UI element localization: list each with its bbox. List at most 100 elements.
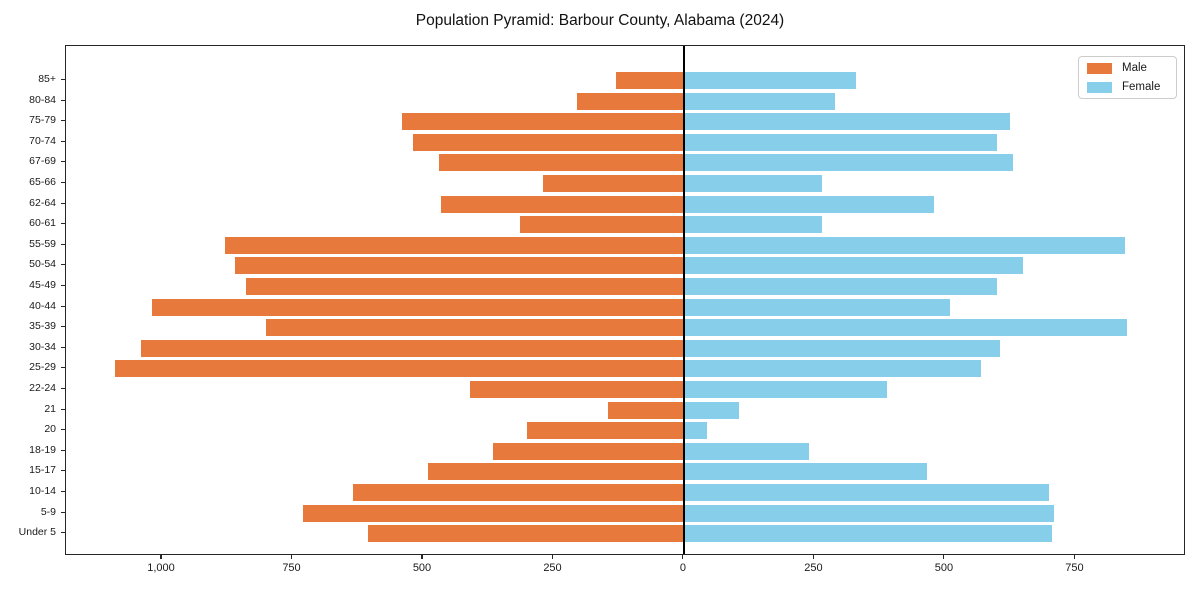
male-bar-22-24 [470, 381, 684, 398]
female-bar-75-79 [683, 113, 1011, 131]
y-tick-label-22-24: 22-24 [29, 382, 56, 394]
y-tick-mark [61, 99, 65, 101]
male-bar-30-34 [141, 339, 684, 357]
x-tick-label-750: 750 [1065, 562, 1084, 574]
male-swatch [1087, 62, 1112, 74]
male-bar-40-44 [151, 298, 684, 316]
y-tick-mark [61, 449, 65, 451]
y-tick-label-10-14: 10-14 [29, 485, 56, 497]
female-bar-35-39 [683, 319, 1128, 337]
female-bar-18-19 [683, 442, 810, 460]
female-bar-20 [683, 422, 708, 440]
y-tick-mark [61, 470, 65, 472]
female-bar-45-49 [683, 278, 997, 295]
y-tick-label-45-49: 45-49 [29, 279, 56, 291]
y-tick-label-18-19: 18-19 [29, 443, 56, 456]
male-bar-80-84 [576, 92, 684, 110]
male-legend-label: Male [1122, 62, 1147, 74]
male-bar-60-61 [519, 216, 684, 234]
x-tick-label-750: 750 [282, 562, 301, 574]
y-tick-mark [61, 367, 65, 369]
y-tick-label-30-34: 30-34 [29, 340, 56, 353]
male-bar-75-79 [402, 113, 684, 131]
y-tick-label-65-66: 65-66 [29, 176, 56, 188]
y-tick-label-70-74: 70-74 [29, 134, 56, 147]
female-bar-10-14 [683, 484, 1050, 501]
female-bar-21 [683, 401, 739, 419]
male-bar-25-29 [115, 360, 684, 378]
y-tick-label-21: 21 [44, 402, 56, 415]
y-tick-mark [61, 490, 65, 493]
x-tick-mark [160, 555, 162, 559]
y-tick-mark [61, 346, 65, 348]
y-tick-label-40-44: 40-44 [29, 299, 56, 312]
male-bar-Under 5 [368, 525, 684, 543]
y-tick-label-15-17: 15-17 [29, 464, 56, 477]
y-tick-mark [61, 78, 65, 81]
y-tick-mark [61, 532, 65, 534]
legend: Male Female [1078, 56, 1177, 99]
legend-entry-male: Male [1087, 62, 1166, 74]
male-bar-35-39 [266, 319, 684, 337]
y-tick-mark [61, 284, 65, 287]
male-bar-5-9 [302, 504, 684, 522]
female-bar-67-69 [683, 154, 1013, 172]
male-bar-85+ [616, 72, 684, 89]
female-bar-50-54 [683, 257, 1024, 275]
male-bar-70-74 [412, 133, 684, 151]
y-tick-mark [61, 202, 65, 204]
x-tick-mark [943, 555, 945, 559]
female-bar-5-9 [683, 504, 1055, 522]
female-bar-Under 5 [683, 525, 1052, 543]
x-tick-mark [551, 555, 554, 559]
female-bar-15-17 [683, 463, 927, 481]
y-tick-mark [61, 140, 65, 142]
male-bar-21 [608, 401, 684, 419]
male-bar-10-14 [352, 484, 684, 501]
x-tick-mark [421, 555, 423, 559]
y-tick-label-62-64: 62-64 [29, 196, 56, 209]
male-bar-65-66 [543, 175, 684, 192]
y-tick-label-85+: 85+ [38, 73, 56, 85]
y-tick-label-50-54: 50-54 [29, 258, 56, 271]
x-tick-label-500: 500 [412, 562, 432, 574]
plot-area: Male Female [65, 45, 1185, 555]
x-tick-label-250: 250 [543, 562, 562, 574]
male-bar-55-59 [224, 236, 684, 254]
female-bar-65-66 [683, 175, 823, 192]
y-tick-mark [61, 181, 65, 184]
female-bar-80-84 [683, 92, 836, 110]
y-tick-label-35-39: 35-39 [29, 320, 56, 333]
x-tick-mark [290, 555, 293, 559]
y-tick-label-67-69: 67-69 [29, 155, 56, 168]
female-bar-40-44 [683, 298, 951, 316]
x-tick-label-0: 0 [679, 562, 686, 574]
female-bar-85+ [683, 72, 857, 89]
y-tick-mark [61, 264, 65, 266]
chart-title: Population Pyramid: Barbour County, Alab… [415, 12, 785, 29]
male-bar-50-54 [235, 257, 684, 275]
female-bar-30-34 [683, 339, 1000, 357]
y-tick-label-55-59: 55-59 [29, 237, 56, 250]
female-bar-70-74 [683, 133, 997, 151]
x-tick-mark [682, 555, 684, 559]
y-tick-mark [61, 326, 65, 328]
x-tick-label-1,000: 1,000 [147, 562, 175, 574]
y-tick-mark [61, 305, 65, 307]
female-swatch [1087, 81, 1112, 93]
y-tick-label-Under 5: Under 5 [18, 526, 56, 539]
y-tick-label-80-84: 80-84 [29, 93, 56, 106]
x-tick-label-250: 250 [804, 562, 823, 574]
y-tick-mark [61, 161, 65, 163]
y-tick-mark [61, 223, 65, 225]
y-tick-label-5-9: 5-9 [40, 505, 56, 518]
female-bar-55-59 [683, 236, 1125, 254]
y-tick-mark [61, 243, 65, 245]
male-bar-67-69 [438, 154, 684, 172]
y-tick-mark [61, 511, 65, 513]
male-bar-45-49 [245, 278, 684, 295]
female-bar-25-29 [683, 360, 982, 378]
x-tick-mark [1073, 555, 1075, 559]
x-tick-label-500: 500 [934, 562, 954, 574]
